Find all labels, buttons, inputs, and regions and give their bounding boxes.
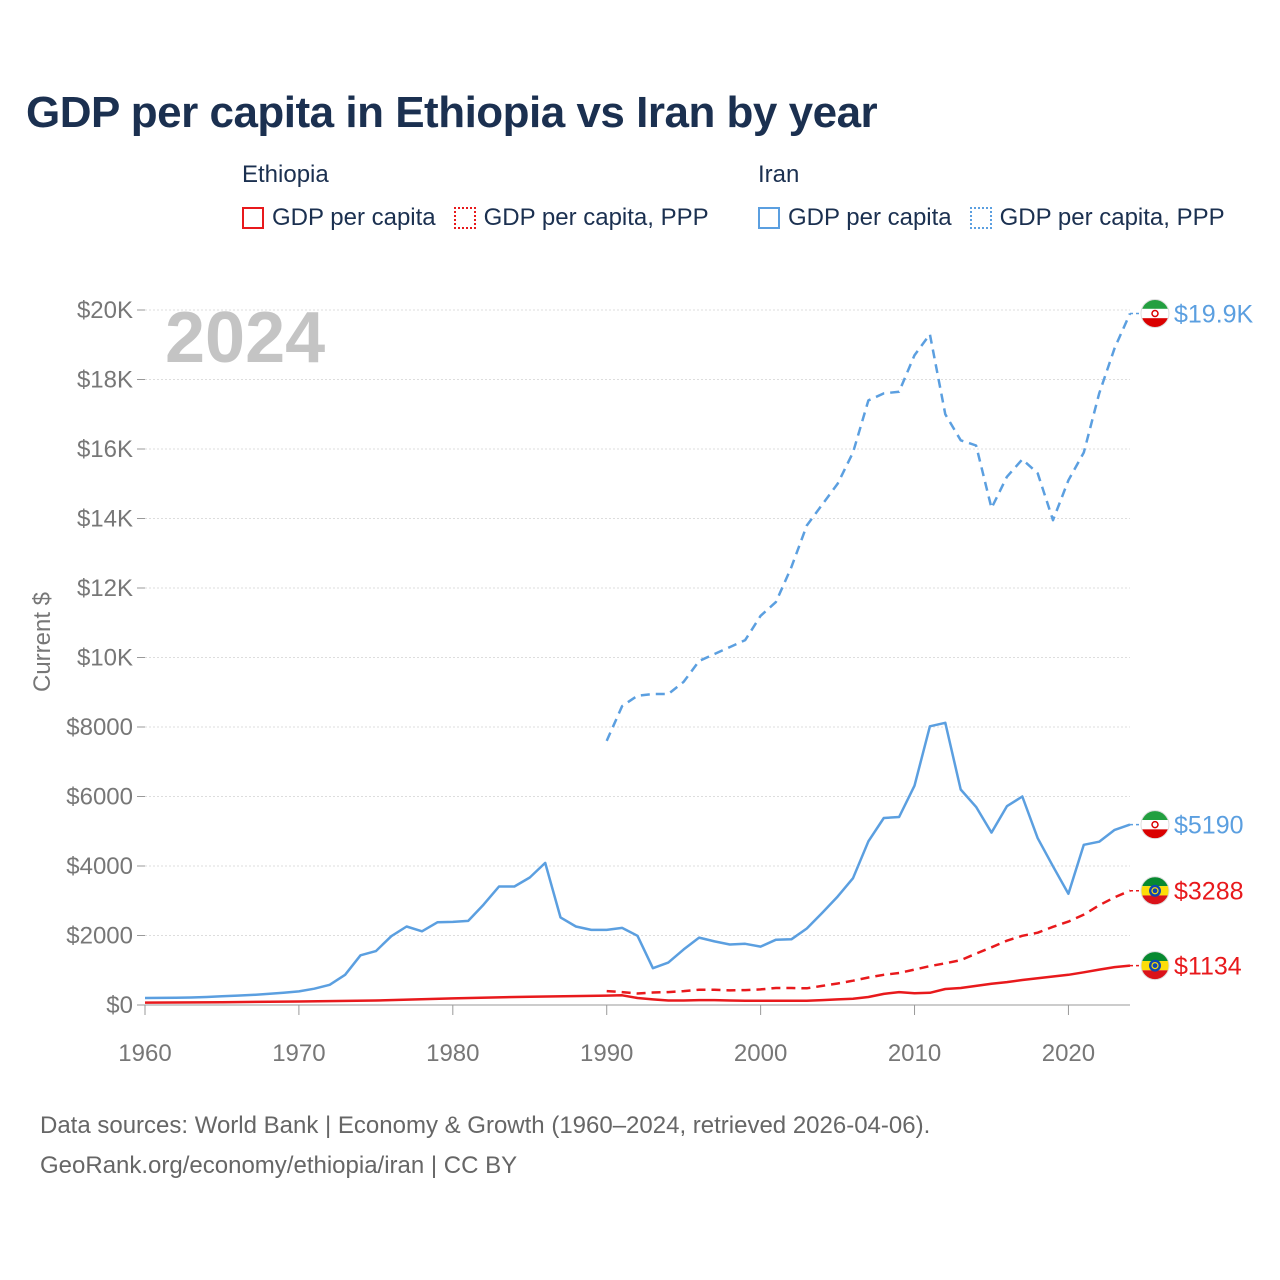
ethiopia-flag-icon — [1140, 951, 1170, 981]
y-tick-label: $18K — [77, 367, 133, 394]
x-tick-label: 1990 — [580, 1040, 633, 1067]
x-tick-label: 2010 — [888, 1040, 941, 1067]
y-tick-label: $4000 — [66, 853, 133, 880]
legend-item-iran-gdp[interactable]: GDP per capita — [758, 204, 952, 232]
footer: Data sources: World Bank | Economy & Gro… — [40, 1106, 930, 1186]
legend-item-iran-gdp-ppp[interactable]: GDP per capita, PPP — [969, 204, 1225, 232]
series-line-ethiopia-gdp-ppp[interactable] — [606, 889, 1131, 995]
legend-item-label: GDP per capita — [272, 204, 436, 231]
series-line-iran-gdp[interactable] — [144, 721, 1131, 1000]
legend-group-label: Ethiopia — [242, 161, 329, 188]
legend-swatch-solid — [242, 207, 264, 229]
y-tick-label: $8000 — [66, 714, 133, 741]
legend-group-ethiopia: Ethiopia GDP per capita GDP per capita, … — [242, 160, 727, 232]
y-tick-label: $6000 — [66, 784, 133, 811]
legend-item-ethiopia-gdp[interactable]: GDP per capita — [242, 204, 436, 232]
y-tick-label: $12K — [77, 575, 133, 602]
legend-item-label: GDP per capita, PPP — [483, 204, 709, 231]
y-tick-label: $10K — [77, 645, 133, 672]
iran-flag-icon — [1140, 298, 1170, 328]
y-tick-label: $14K — [77, 506, 133, 533]
y-tick-label: $2000 — [66, 923, 133, 950]
legend-swatch-solid — [758, 207, 780, 229]
series-line-iran-gdp-ppp[interactable] — [605, 312, 1132, 742]
end-value-label-iran: $19.9K — [1174, 300, 1254, 328]
x-tick-label: 2020 — [1042, 1040, 1095, 1067]
x-tick-label: 1960 — [118, 1040, 171, 1067]
legend-item-label: GDP per capita — [788, 204, 952, 231]
legend-group-label: Iran — [758, 161, 800, 188]
iran-flag-icon — [1140, 810, 1170, 840]
y-tick-label: $20K — [77, 297, 133, 324]
legend-swatch-dotted — [969, 207, 992, 229]
x-tick-label: 1980 — [426, 1040, 479, 1067]
legend-group-iran: Iran GDP per capita GDP per capita, PPP — [758, 160, 1243, 232]
ethiopia-flag-icon — [1140, 876, 1170, 906]
footer-link[interactable]: GeoRank.org/economy/ethiopia/iran | CC B… — [40, 1152, 518, 1179]
end-value-label-ethiopia: $3288 — [1174, 878, 1244, 906]
footer-sources: Data sources: World Bank | Economy & Gro… — [40, 1112, 931, 1139]
y-tick-label: $16K — [77, 436, 133, 463]
x-tick-label: 1970 — [272, 1040, 325, 1067]
y-tick-label: $0 — [106, 992, 133, 1019]
legend-item-ethiopia-gdp-ppp[interactable]: GDP per capita, PPP — [453, 204, 709, 232]
legend-item-label: GDP per capita, PPP — [999, 204, 1225, 231]
line-chart: 2024 $0 $2000 $4000 $6000 $8000 $10K $12K $14K $… — [29, 297, 1254, 1067]
y-axis-label: Current $ — [29, 592, 56, 692]
end-value-label-ethiopia: $1134 — [1174, 953, 1242, 981]
x-tick-label: 2000 — [734, 1040, 787, 1067]
chart-title: GDP per capita in Ethiopia vs Iran by ye… — [26, 88, 878, 137]
series-line-ethiopia-gdp[interactable] — [144, 964, 1131, 1004]
end-value-label-iran: $5190 — [1174, 812, 1244, 840]
legend-swatch-dotted — [453, 207, 476, 229]
year-watermark: 2024 — [165, 298, 325, 378]
